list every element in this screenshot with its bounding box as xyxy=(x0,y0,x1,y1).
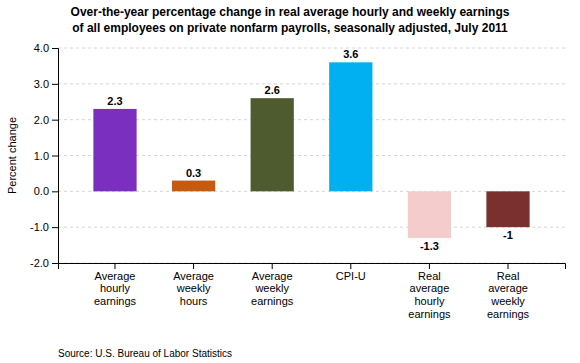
x-tick-mark xyxy=(114,263,115,269)
bar xyxy=(251,98,294,191)
x-tick-label-line: earnings xyxy=(408,308,451,320)
bars xyxy=(93,62,529,238)
x-tick-label-line: Average xyxy=(252,270,293,282)
x-tick-label-line: earnings xyxy=(487,308,530,320)
plot-area: -2.0-1.00.01.02.03.04.0Averagehourlyearn… xyxy=(30,42,565,320)
data-label: 0.3 xyxy=(186,167,201,179)
x-tick-label-line: hourly xyxy=(100,282,130,294)
x-tick-label-line: Average xyxy=(173,270,214,282)
y-axis: -2.0 -1.0 0.0 1.0 2.0 3.0 4.0 xyxy=(30,42,58,269)
x-tick: CPI-U xyxy=(336,263,366,282)
x-tick-label-line: Real xyxy=(497,270,520,282)
source: Source: U.S. Bureau of Labor Statistics xyxy=(58,348,232,359)
x-tick: Averageweeklyhours xyxy=(173,263,214,307)
x-axis: AveragehourlyearningsAverageweeklyhoursA… xyxy=(59,263,566,320)
y-tick-label: -2.0 xyxy=(30,257,49,269)
data-labels: 2.3 0.3 2.6 3.6 -1.3 -1 xyxy=(107,48,513,252)
x-tick-label-line: average xyxy=(410,282,450,294)
y-tick-label: 4.0 xyxy=(34,42,49,54)
grid-line xyxy=(58,83,565,84)
y-tick: 3.0 xyxy=(34,78,58,90)
x-tick: Realaveragehourlyearnings xyxy=(408,263,451,320)
x-tick-label: Realaverageweeklyearnings xyxy=(487,270,530,320)
data-label: 2.6 xyxy=(265,84,280,96)
y-tick-mark xyxy=(52,263,58,264)
x-tick-mark xyxy=(193,263,194,269)
bar xyxy=(172,181,215,192)
x-tick-mark xyxy=(350,263,351,269)
x-tick-label-line: average xyxy=(488,282,528,294)
y-tick-label: 3.0 xyxy=(34,78,49,90)
bar xyxy=(486,191,529,227)
x-tick-label-line: weekly xyxy=(490,295,525,307)
y-tick: 0.0 xyxy=(34,185,58,197)
x-tick-label-line: earnings xyxy=(94,295,137,307)
y-tick-label: -1.0 xyxy=(30,221,49,233)
bar xyxy=(408,191,451,238)
y-tick-label: 1.0 xyxy=(34,150,49,162)
x-tick-label: Averageweeklyhours xyxy=(173,270,214,307)
x-tick-label-line: CPI-U xyxy=(336,270,366,282)
x-axis-line xyxy=(59,264,566,270)
x-tick-label: Averagehourlyearnings xyxy=(94,270,137,307)
bar xyxy=(329,62,372,191)
data-label: -1 xyxy=(503,229,513,241)
y-tick: -1.0 xyxy=(30,221,58,233)
grid xyxy=(58,48,565,263)
x-tick: Averagehourlyearnings xyxy=(94,263,137,307)
x-tick-label: Realaveragehourlyearnings xyxy=(408,270,451,320)
y-tick: 2.0 xyxy=(34,114,58,126)
y-tick: 1.0 xyxy=(34,150,58,162)
x-tick-label-line: hours xyxy=(180,295,208,307)
y-tick-mark xyxy=(52,227,58,228)
bar xyxy=(93,109,136,191)
data-label: -1.3 xyxy=(420,240,439,252)
y-tick-mark xyxy=(52,191,58,192)
y-axis-title: Percent change xyxy=(6,117,18,194)
grid-line xyxy=(58,48,565,49)
y-tick-mark xyxy=(52,84,58,85)
subtitle: of all employees on private nonfarm payr… xyxy=(72,21,508,35)
data-label: 2.3 xyxy=(107,95,122,107)
x-tick-label-line: weekly xyxy=(176,282,211,294)
x-tick-label: CPI-U xyxy=(336,270,366,282)
x-tick: Averageweeklyearnings xyxy=(251,263,294,307)
x-tick-label-line: Average xyxy=(95,270,136,282)
y-tick: -2.0 xyxy=(30,257,58,269)
y-tick-label: 0.0 xyxy=(34,185,49,197)
x-tick-label-line: Real xyxy=(418,270,441,282)
title: Over-the-year percentage change in real … xyxy=(71,5,510,19)
x-tick-label-line: hourly xyxy=(414,295,444,307)
x-tick-label: Averageweeklyearnings xyxy=(251,270,294,307)
x-tick-mark xyxy=(429,263,430,269)
x-tick: Realaverageweeklyearnings xyxy=(487,263,530,320)
x-tick-mark xyxy=(508,263,509,269)
y-axis-line xyxy=(52,49,59,264)
chart-svg: Over-the-year percentage change in real … xyxy=(0,0,580,363)
y-tick: 4.0 xyxy=(34,42,58,54)
y-tick-label: 2.0 xyxy=(34,114,49,126)
y-tick-mark xyxy=(52,156,58,157)
x-tick-mark xyxy=(272,263,273,269)
x-tick-label-line: weekly xyxy=(254,282,289,294)
y-tick-mark xyxy=(52,120,58,121)
data-label: 3.6 xyxy=(343,48,358,60)
y-tick-mark xyxy=(52,48,58,49)
x-tick-label-line: earnings xyxy=(251,295,294,307)
